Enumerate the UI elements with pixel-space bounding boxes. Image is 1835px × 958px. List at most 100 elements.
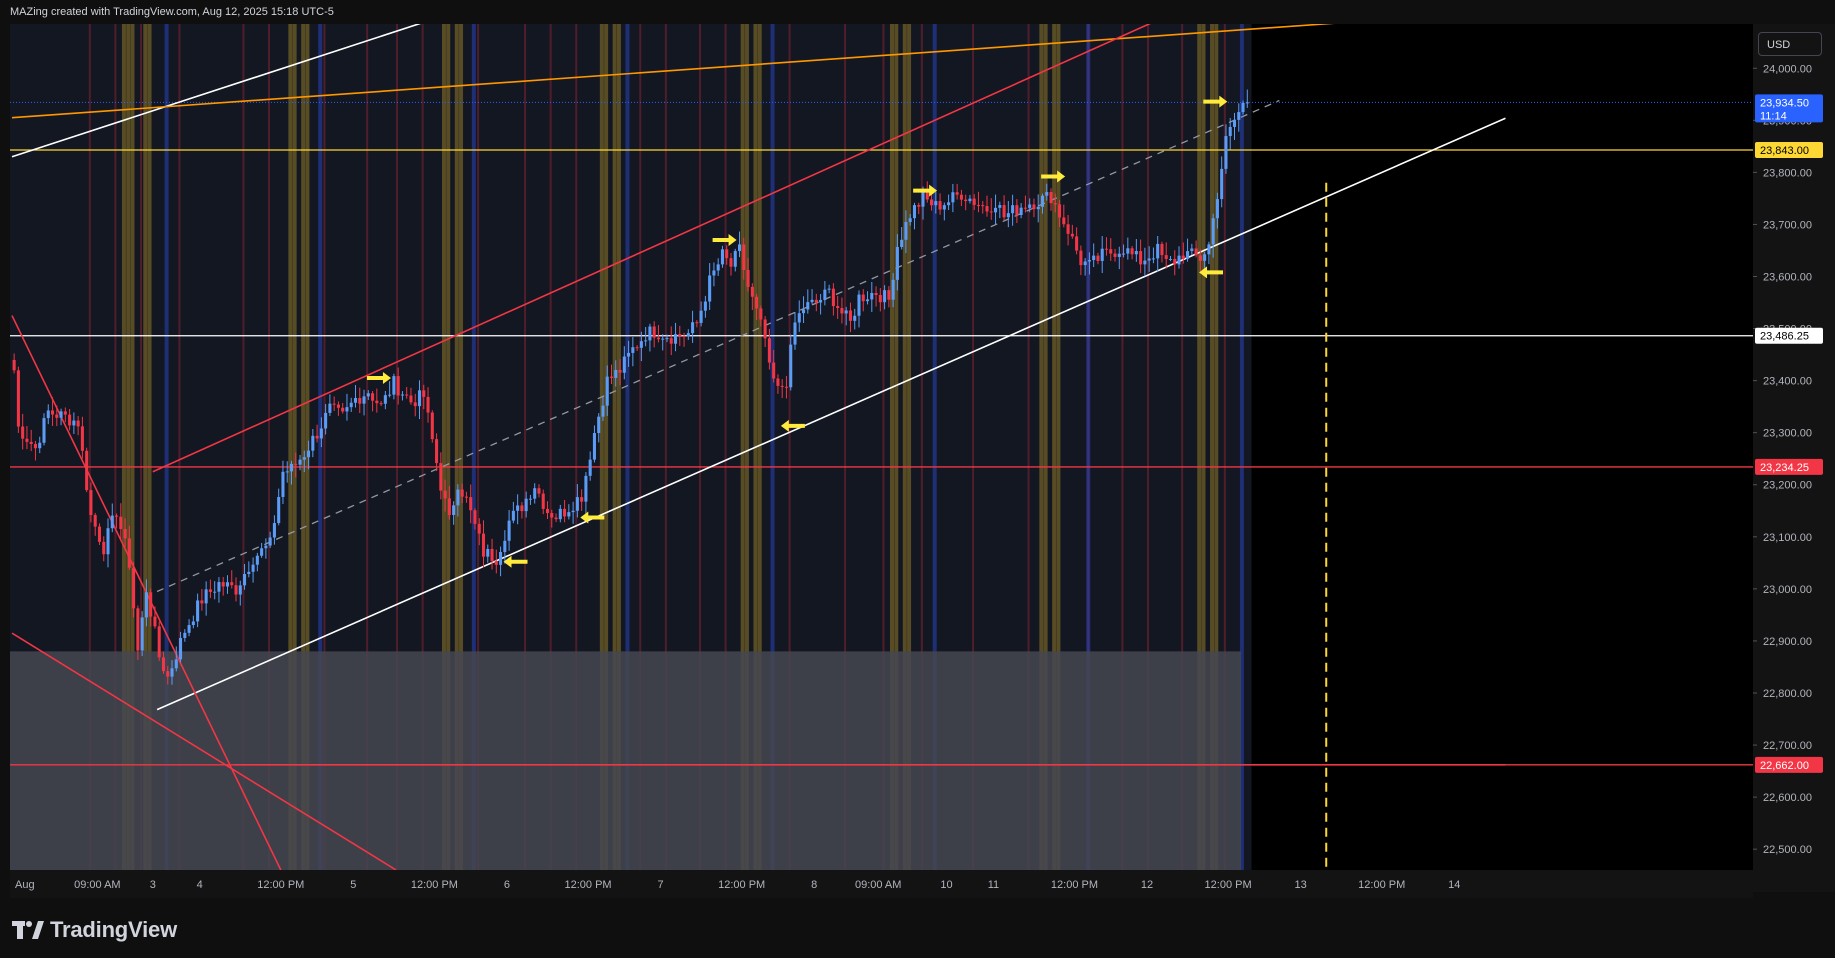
session-band-yellow xyxy=(121,24,126,870)
candle-body xyxy=(665,338,669,340)
candle-body xyxy=(1143,260,1147,265)
candle-body xyxy=(558,508,562,520)
candle-body xyxy=(123,529,127,539)
candle-body xyxy=(285,471,289,473)
candle-body xyxy=(870,292,874,300)
session-band-yellow xyxy=(612,24,617,870)
candle-body xyxy=(912,205,917,219)
candle-body xyxy=(763,319,767,339)
candle-body xyxy=(80,426,84,451)
candle-body xyxy=(1096,255,1100,261)
price-tick-label: 24,000.00 xyxy=(1763,63,1812,75)
arrow-right-icon xyxy=(712,234,737,247)
candle-body xyxy=(1156,243,1160,259)
candle-body xyxy=(204,589,208,604)
candle-body xyxy=(405,394,409,396)
candle-body xyxy=(400,394,404,396)
candle-body xyxy=(341,407,345,412)
candle-body xyxy=(520,505,524,512)
trendline-white-support xyxy=(156,117,1506,711)
candle-body xyxy=(976,204,981,206)
candle-body xyxy=(255,555,259,565)
candle-body xyxy=(59,411,63,418)
session-band-yellow xyxy=(459,24,464,870)
candle-body xyxy=(97,526,102,542)
candle-body xyxy=(516,505,520,511)
candle-body xyxy=(247,571,251,575)
candle-body xyxy=(878,295,882,303)
candle-body xyxy=(200,600,204,604)
candle-body xyxy=(1028,204,1032,208)
candle-body xyxy=(635,347,639,349)
candle-body xyxy=(140,617,144,651)
session-band-red xyxy=(844,24,847,870)
candle-body xyxy=(1228,126,1232,137)
candle-body xyxy=(746,270,750,287)
candle-body xyxy=(563,508,567,517)
candle-body xyxy=(464,496,468,498)
session-band-yellow xyxy=(1039,24,1044,870)
candle-body xyxy=(639,341,643,348)
candle-body xyxy=(708,275,712,302)
candle-body xyxy=(136,608,140,651)
trendlines xyxy=(11,24,1506,870)
time-tick-label: 09:00 AM xyxy=(74,879,120,891)
candle-body xyxy=(1237,112,1241,120)
badge-level-23234 xyxy=(1755,458,1823,475)
trendline-red-descending-low xyxy=(11,632,397,870)
candle-body xyxy=(132,567,136,609)
candle-body xyxy=(221,582,225,587)
candle-body xyxy=(1224,136,1228,169)
candle-body xyxy=(848,310,852,321)
badge-label: 22,662.00 xyxy=(1760,760,1809,772)
candle-body xyxy=(648,326,652,341)
candle-body xyxy=(16,370,20,427)
session-band-blue xyxy=(318,24,323,870)
candle-body xyxy=(213,591,217,593)
candle-body xyxy=(733,250,737,267)
candle-body xyxy=(686,333,690,337)
candle-body xyxy=(1100,248,1104,261)
candle-body xyxy=(183,632,187,638)
badge-countdown: 11:14 xyxy=(1760,110,1787,122)
candle-body xyxy=(106,528,110,555)
candle-body xyxy=(772,362,776,379)
candle-body xyxy=(703,301,707,311)
candle-body xyxy=(801,309,806,314)
time-axis[interactable]: Aug 09:00 AM 3 4 12:00 PM 5 12:00 PM 6 12:00 PM 7… xyxy=(15,879,1460,891)
candle-body xyxy=(392,376,396,395)
arrow-left-icon xyxy=(503,555,528,568)
candle-body xyxy=(332,403,336,405)
candle-body xyxy=(268,537,272,546)
candle-body xyxy=(631,347,635,353)
candle-body xyxy=(447,498,451,515)
candle-body xyxy=(362,396,366,404)
candle-body xyxy=(456,489,460,506)
candle-body xyxy=(153,616,157,627)
candle-body xyxy=(955,192,959,195)
candle-body xyxy=(417,390,422,407)
candle-body xyxy=(789,344,793,388)
candle-body xyxy=(537,488,541,494)
candle-body xyxy=(298,459,302,465)
candle-body xyxy=(366,393,370,397)
candle-body xyxy=(797,313,801,323)
session-band-yellow xyxy=(454,24,459,870)
badge-level-22662 xyxy=(1755,756,1823,773)
time-tick-label: 13 xyxy=(1295,879,1307,891)
price-tick-label: 23,100.00 xyxy=(1763,532,1812,544)
candle-body xyxy=(759,308,763,320)
candle-body xyxy=(947,202,951,206)
candle-body xyxy=(682,336,686,338)
candle-body xyxy=(1079,250,1083,266)
candle-body xyxy=(908,218,912,222)
candle-body xyxy=(1241,102,1245,113)
candle-body xyxy=(157,626,161,658)
tradingview-logo: TradingView xyxy=(12,917,177,943)
candle-body xyxy=(179,637,183,660)
currency-button[interactable]: USD xyxy=(1758,32,1822,56)
candle-body xyxy=(1164,255,1168,259)
trendline-upper-white xyxy=(11,24,422,158)
candle-body xyxy=(413,402,417,407)
